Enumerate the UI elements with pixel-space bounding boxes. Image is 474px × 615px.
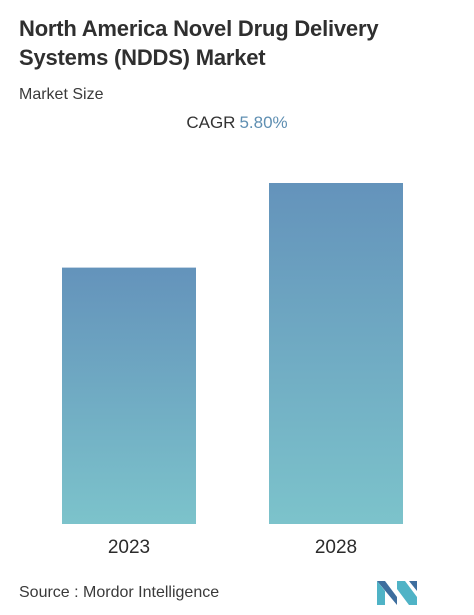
- chart-subtitle: Market Size: [19, 86, 104, 103]
- source-name: Mordor Intelligence: [83, 584, 220, 601]
- x-tick-label-2028: 2028: [315, 537, 357, 558]
- cagr-label: CAGR: [186, 113, 236, 132]
- bar-2023: [62, 267, 196, 524]
- bar-2028: [269, 183, 403, 524]
- source-credit: Source : Mordor Intelligence: [19, 584, 219, 602]
- chart-title: North America Novel Drug Delivery System…: [19, 16, 379, 70]
- cagr-value: 5.80%: [239, 113, 288, 132]
- x-tick-label-2023: 2023: [108, 537, 150, 558]
- source-label: Source :: [19, 584, 79, 601]
- mordor-intelligence-logo-icon: [377, 581, 417, 605]
- cagr-label-row: CAGR 5.80%: [0, 113, 474, 133]
